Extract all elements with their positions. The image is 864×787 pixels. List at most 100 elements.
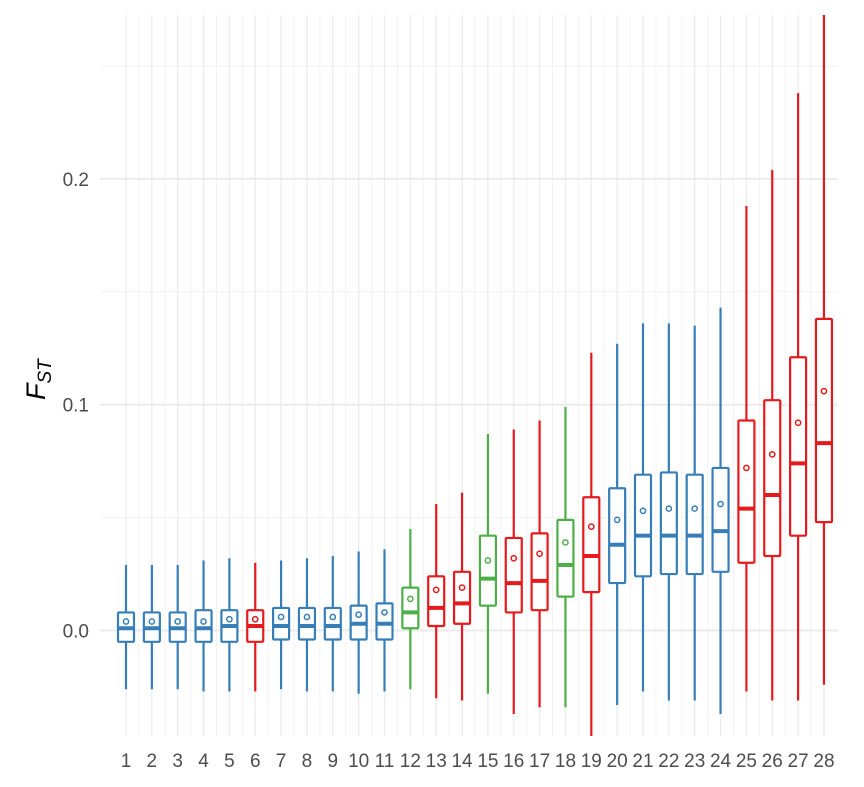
box-iqr: [711, 466, 730, 573]
mean-point: [794, 419, 802, 427]
box-iqr: [685, 473, 704, 576]
box-group-2: [142, 565, 161, 690]
box-iqr: [427, 575, 446, 628]
mean-point: [484, 557, 492, 564]
box-iqr: [763, 399, 782, 558]
x-tick-label: 1: [121, 751, 132, 772]
box-iqr: [504, 536, 523, 614]
box-group-12: [401, 528, 420, 690]
x-tick-label: 22: [658, 751, 679, 772]
box-iqr: [814, 317, 834, 524]
box-group-5: [220, 558, 239, 692]
mean-point: [277, 613, 285, 621]
box-iqr: [737, 419, 756, 564]
box-group-7: [272, 560, 291, 690]
y-tick-label: 0.0: [63, 622, 89, 643]
box-iqr: [633, 473, 653, 578]
mean-point: [691, 505, 699, 512]
box-iqr: [194, 609, 213, 643]
x-tick-label: 12: [400, 751, 421, 772]
x-tick-label: 25: [736, 751, 757, 772]
box-group-28: [814, 15, 834, 685]
x-tick-label: 23: [684, 751, 705, 772]
x-tick-label: 17: [529, 751, 550, 772]
y-axis-tick-labels: 0.0 0.1 0.2: [63, 170, 89, 643]
box-iqr: [323, 606, 342, 641]
box-iqr: [297, 606, 317, 641]
mean-point: [536, 550, 543, 558]
box-group-16: [504, 429, 523, 715]
mean-point: [820, 387, 828, 395]
x-tick-label: 2: [147, 751, 158, 772]
x-tick-label: 13: [426, 751, 447, 772]
x-tick-label: 4: [198, 751, 209, 772]
mean-point: [562, 539, 569, 546]
x-tick-label: 18: [555, 751, 576, 772]
x-tick-label: 8: [302, 751, 313, 772]
mean-point: [381, 609, 388, 616]
box-group-3: [168, 565, 187, 690]
mean-point: [768, 451, 776, 458]
box-group-20: [608, 343, 627, 706]
mean-point: [329, 613, 337, 621]
box-group-15: [478, 434, 497, 694]
box-iqr: [556, 518, 575, 598]
x-tick-label: 16: [503, 751, 524, 772]
mean-point: [148, 618, 156, 625]
box-group-22: [659, 323, 678, 701]
mean-point: [639, 507, 647, 515]
x-tick-label: 15: [477, 751, 498, 772]
box-iqr: [401, 586, 420, 630]
mean-point: [122, 618, 130, 625]
mean-point: [174, 618, 182, 625]
mean-point: [717, 500, 724, 508]
box-group-11: [375, 549, 394, 692]
x-tick-label: 24: [710, 751, 732, 772]
box-group-21: [633, 323, 653, 692]
y-tick-label: 0.2: [63, 170, 89, 191]
mean-point: [587, 523, 595, 530]
minor-gridlines: [100, 15, 838, 736]
box-group-18: [556, 406, 575, 708]
box-group-24: [711, 307, 730, 715]
y-tick-label: 0.1: [63, 396, 89, 417]
x-tick-label: 6: [250, 751, 261, 772]
mean-point: [200, 618, 207, 625]
y-axis-title-main: F: [21, 382, 51, 400]
box-group-8: [297, 558, 317, 692]
box-iqr: [530, 532, 549, 612]
mean-point: [251, 615, 259, 623]
box-group-4: [194, 560, 213, 692]
x-tick-label: 26: [762, 751, 783, 772]
x-tick-label: 3: [172, 751, 183, 772]
box-group-6: [246, 562, 265, 692]
x-tick-label: 10: [348, 751, 369, 772]
mean-point: [458, 584, 466, 591]
x-tick-label: 14: [451, 751, 473, 772]
x-tick-label: 5: [224, 751, 235, 772]
boxplot-series: [116, 15, 834, 736]
mean-point: [665, 505, 673, 512]
box-iqr: [608, 487, 627, 585]
x-tick-label: 28: [813, 751, 834, 772]
box-iqr: [788, 356, 808, 537]
x-axis-tick-labels: 1 2 3 4 5 6 7 8 9 10 11 12 13 14 15 16 17 18 19 20 21 22 23 24 2…: [121, 751, 835, 772]
box-group-19: [582, 352, 601, 736]
x-tick-label: 7: [276, 751, 287, 772]
y-axis-title: FST: [21, 358, 56, 400]
box-group-10: [349, 551, 368, 694]
mean-point: [743, 464, 750, 472]
mean-point: [303, 613, 311, 621]
box-group-9: [323, 555, 342, 692]
x-tick-label: 19: [581, 751, 602, 772]
box-group-17: [530, 420, 549, 708]
box-group-1: [116, 565, 136, 690]
box-iqr: [582, 496, 601, 594]
box-group-13: [427, 504, 446, 699]
box-iqr: [452, 570, 472, 625]
mean-point: [432, 586, 440, 594]
mean-point: [355, 611, 362, 619]
y-axis-title-subscript: ST: [35, 358, 56, 384]
box-group-27: [788, 93, 808, 701]
